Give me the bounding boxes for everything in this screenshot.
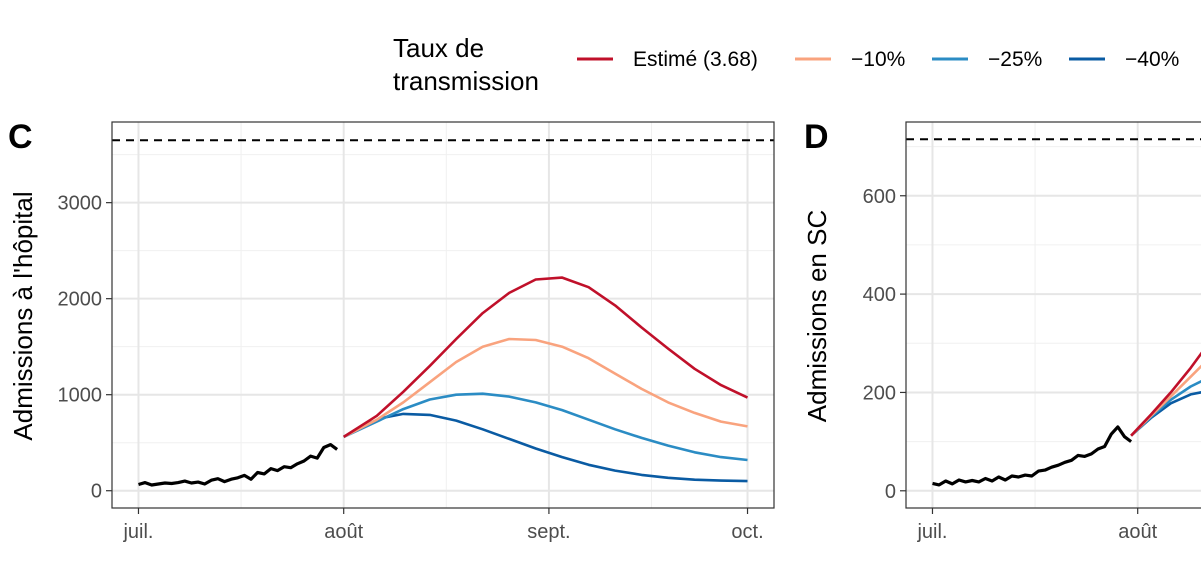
observed-line-d (932, 425, 1133, 487)
panel-border-d (905, 121, 1201, 509)
y-tick-label-c: 3000 (58, 193, 103, 215)
x-tick-label-d: août (1118, 521, 1157, 543)
legend-label-minus40: −40% (1125, 48, 1179, 71)
observed-line-c (138, 443, 339, 487)
panel-border-c (111, 121, 775, 509)
panel-letter-c: C (8, 118, 33, 156)
x-tick-label-c: août (324, 521, 363, 543)
x-tick-label-c: oct. (731, 521, 763, 543)
x-tick-label-d: juil. (916, 521, 947, 543)
plot-area-d: 0 200 400 600 juil. août (863, 121, 1201, 543)
legend-title-line1: Taux de (393, 33, 484, 63)
series-line--25- (343, 392, 748, 462)
y-tick-label-c: 1000 (58, 385, 103, 407)
series-line-estim-3-68- (343, 276, 749, 438)
legend-label-minus10: −10% (851, 48, 905, 71)
legend-title-line2: transmission (393, 66, 539, 96)
series-group-c (112, 139, 774, 487)
legend-label-minus25: −25% (988, 48, 1042, 71)
series-line--40- (343, 412, 748, 483)
y-tick-label-c: 0 (91, 481, 102, 503)
x-tick-label-c: sept. (527, 521, 570, 543)
y-axis-title-d: Admissions en SC (802, 210, 832, 422)
series-line--10- (343, 337, 748, 439)
series-group-d (906, 138, 1201, 487)
y-axis-title-c: Admissions à l'hôpital (8, 191, 38, 440)
panel-c: C Admissions à l'hôpital 0 1000 2000 3000 ju… (8, 118, 775, 543)
plot-area-c: 0 1000 2000 3000 juil. août sept. oct. (58, 121, 775, 543)
y-tick-label-d: 600 (863, 186, 896, 208)
y-tick-label-d: 0 (885, 481, 896, 503)
panel-letter-d: D (804, 118, 829, 156)
x-tick-label-c: juil. (122, 521, 153, 543)
panel-d: D Admissions en SC 0 200 400 600 juil. août (802, 118, 1201, 543)
y-tick-label-d: 200 (863, 382, 896, 404)
series-line-estim-3-68- (1130, 351, 1201, 437)
y-tick-label-c: 2000 (58, 289, 103, 311)
legend-label-estime: Estimé (3.68) (633, 48, 758, 71)
legend: Taux de transmission Estimé (3.68) −10% … (393, 33, 1179, 96)
y-tick-label-d: 400 (863, 284, 896, 306)
gridlines-c (112, 122, 774, 508)
gridlines-d (906, 122, 1201, 508)
